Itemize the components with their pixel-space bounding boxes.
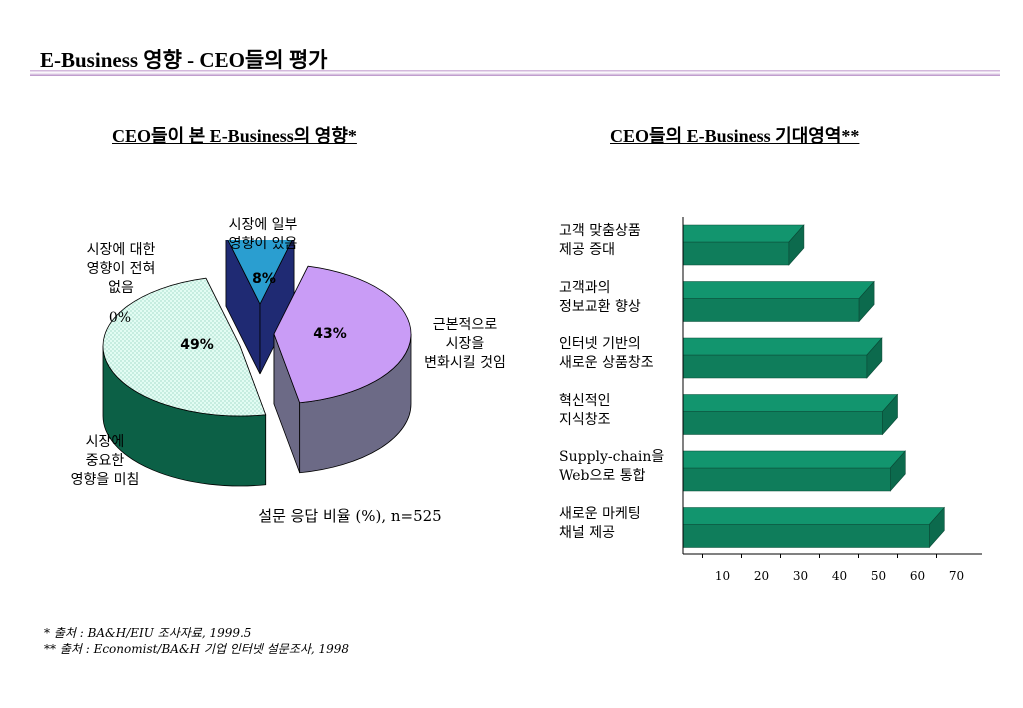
pie-value-label-0: 8% xyxy=(252,271,276,287)
bar-0 xyxy=(682,224,805,266)
bar-category-label-4: Supply-chain을 Web으로 통합 xyxy=(559,449,665,484)
x-tick-label: 50 xyxy=(870,569,887,583)
bar-category-label-2: 인터넷 기반의 새로운 상품창조 xyxy=(559,336,654,371)
pie-label-partial-impact: 시장에 일부 영향이 있음 xyxy=(228,217,298,252)
bar-3 xyxy=(682,393,899,436)
pie-value-label-no-impact: 0% xyxy=(108,310,132,326)
bar-category-label-5: 새로운 마케팅 채널 제공 xyxy=(559,505,641,541)
bar-1 xyxy=(682,280,875,323)
pie-slice-1 xyxy=(273,265,412,474)
x-tick-label: 40 xyxy=(831,569,848,583)
pie-chart-title: CEO들이 본 E-Business의 영향* xyxy=(112,126,357,146)
bar-5 xyxy=(682,506,945,549)
bar-category-label-3: 혁신적인 지식창조 xyxy=(559,392,611,428)
bar-2 xyxy=(682,337,883,379)
pie-label-no-impact: 시장에 대한 영향이 전혀 없음 xyxy=(86,242,156,296)
pie-caption: 설문 응답 비율 (%), n=525 xyxy=(258,507,442,525)
pie-label-fundamental-change: 근본적으로 시장을 변화시킬 것임 xyxy=(424,317,506,371)
pie-chart: 8% 43% 49% xyxy=(102,240,412,487)
bar-chart xyxy=(682,217,982,558)
footnote-1: * 출처 : BA&H/EIU 조사자료, 1999.5 xyxy=(44,626,252,640)
pie-label-significant-impact: 시장에 중요한 영향을 미침 xyxy=(70,434,140,488)
x-tick-label: 70 xyxy=(948,569,965,583)
footnote-2: ** 출처 : Economist/BA&H 기업 인터넷 설문조사, 1998 xyxy=(44,642,350,656)
pie-value-label-2: 49% xyxy=(180,337,214,353)
x-tick-label: 30 xyxy=(792,569,809,583)
bar-4 xyxy=(682,450,906,492)
title-rule xyxy=(30,70,1000,76)
pie-slice-2 xyxy=(102,277,267,487)
pie-slice-0 xyxy=(225,240,295,375)
x-tick-label: 60 xyxy=(909,569,926,583)
bar-category-label-0: 고객 맞춤상품 제공 증대 xyxy=(559,223,641,258)
page-title: E-Business 영향 - CEO들의 평가 xyxy=(40,48,328,72)
x-tick-label: 20 xyxy=(753,569,770,583)
bar-category-label-1: 고객과의 정보교환 향상 xyxy=(559,279,641,315)
pie-value-label-1: 43% xyxy=(313,326,347,342)
bar-chart-title: CEO들의 E-Business 기대영역** xyxy=(610,126,860,146)
x-tick-label: 10 xyxy=(714,569,731,583)
